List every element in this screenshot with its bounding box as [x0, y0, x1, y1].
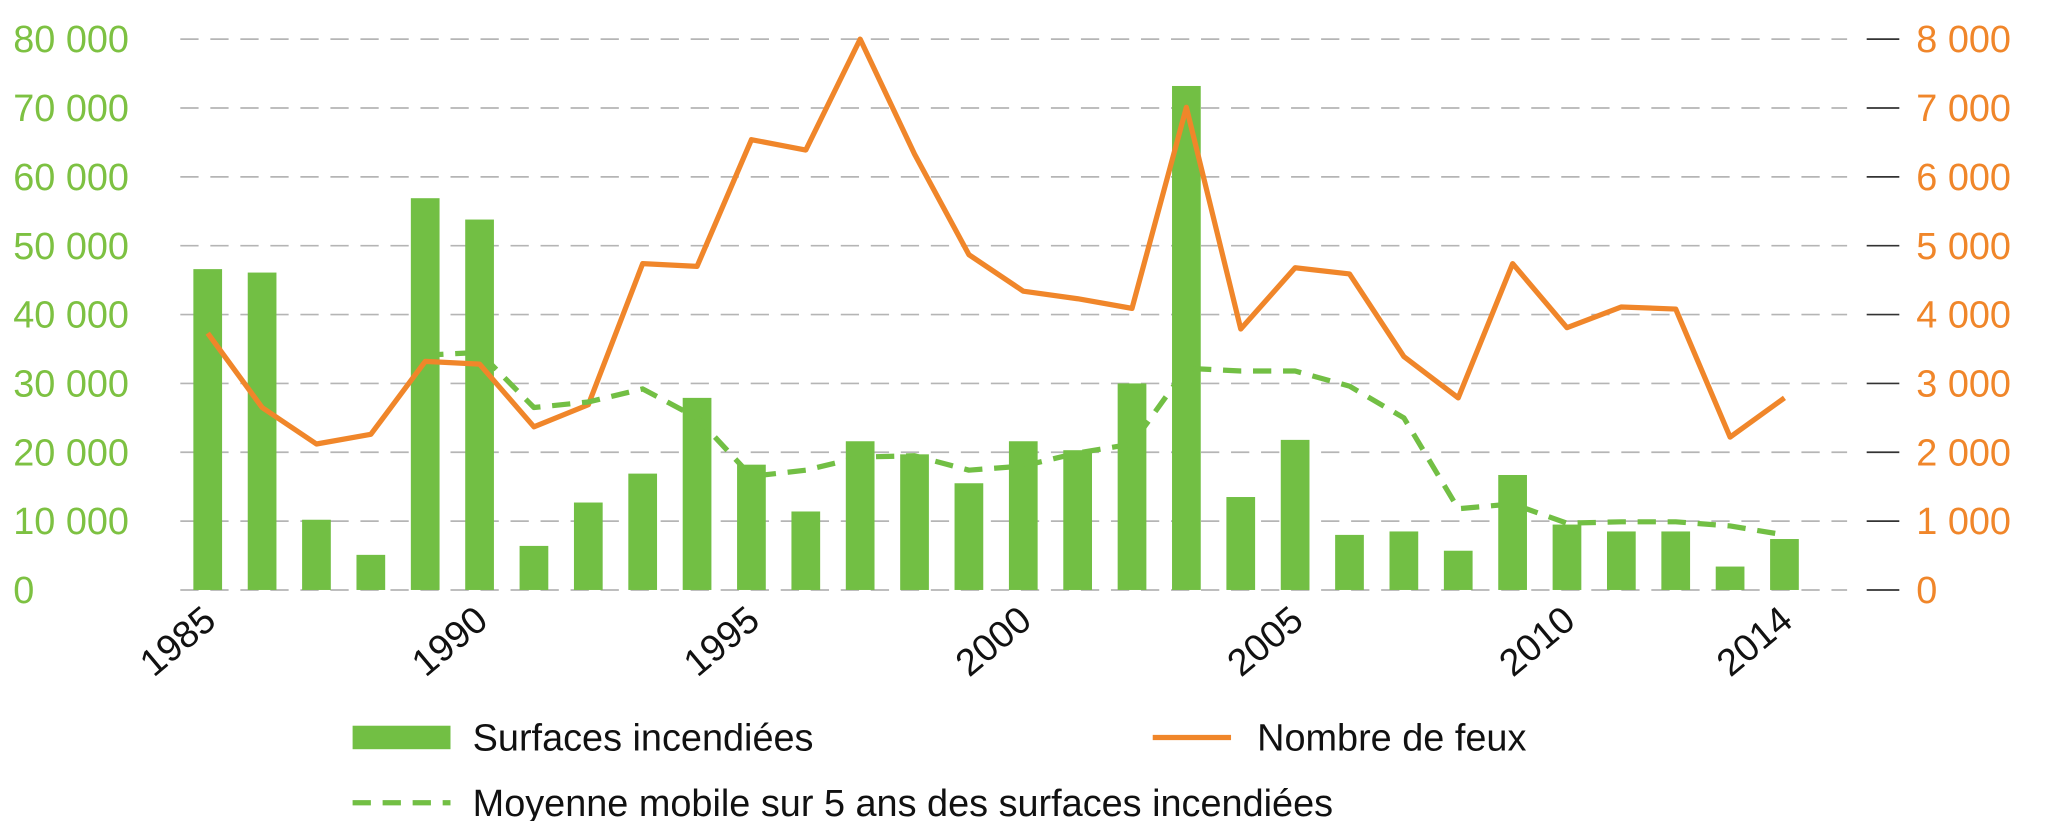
y-tick-label: 60 000: [13, 157, 129, 199]
y-tick-label: 10 000: [13, 501, 129, 543]
line: [205, 36, 1786, 447]
y2-tick-label: 3 000: [1916, 363, 2011, 405]
y-tick-label: 20 000: [13, 432, 129, 474]
x-tick-label: 2005: [1220, 599, 1312, 685]
y2-tick-label: 5 000: [1916, 226, 2011, 268]
bar: [1770, 539, 1799, 590]
bar: [682, 397, 712, 590]
bar: [1443, 550, 1473, 590]
bar: [1117, 383, 1147, 590]
y-tick-label: 30 000: [13, 363, 129, 405]
bar: [410, 198, 440, 590]
moving-average-line: [425, 349, 1785, 538]
bar: [628, 473, 658, 590]
bar: [1226, 497, 1256, 590]
bar: [302, 519, 331, 590]
bar: [193, 269, 223, 590]
bar: [1172, 85, 1201, 590]
bar: [465, 219, 494, 590]
y2-tick-label: 4 000: [1916, 295, 2011, 337]
x-tick-label: 2014: [1709, 599, 1801, 685]
y2-tick-label: 7 000: [1916, 88, 2011, 130]
y2-tick-label: 0: [1916, 570, 1937, 612]
bar: [1335, 534, 1364, 590]
y2-tick-label: 8 000: [1916, 19, 2011, 61]
legend-swatch: [352, 725, 451, 750]
bar: [1280, 439, 1310, 590]
bar: [573, 502, 603, 590]
bar: [1063, 450, 1093, 590]
x-tick-label: 2000: [948, 599, 1040, 685]
x-tick-label: 1985: [132, 599, 224, 685]
bar: [356, 554, 386, 590]
bar: [1389, 531, 1419, 590]
bar: [737, 464, 766, 590]
bar: [845, 441, 875, 590]
legend-label: Moyenne mobile sur 5 ans des surfaces in…: [473, 783, 1333, 821]
legend-label: Surfaces incendiées: [473, 718, 814, 760]
bar: [791, 511, 821, 590]
bar: [900, 454, 929, 590]
y2-tick-label: 6 000: [1916, 157, 2011, 199]
bar: [247, 272, 277, 590]
y-tick-label: 80 000: [13, 19, 129, 61]
bar: [1552, 524, 1582, 590]
bar: [1498, 474, 1527, 590]
x-tick-label: 1990: [404, 599, 496, 685]
legend-label: Nombre de feux: [1257, 718, 1526, 760]
x-tick-label: 2010: [1492, 599, 1584, 685]
bar: [519, 545, 549, 590]
y-tick-label: 0: [13, 570, 34, 612]
bar: [1661, 531, 1691, 590]
bar: [954, 483, 984, 590]
y-tick-label: 70 000: [13, 88, 129, 130]
bar: [1715, 566, 1745, 590]
y2-tick-label: 1 000: [1916, 501, 2011, 543]
y-tick-label: 50 000: [13, 226, 129, 268]
y-tick-label: 40 000: [13, 295, 129, 337]
bar: [1606, 531, 1636, 590]
x-tick-label: 1995: [676, 599, 768, 685]
y2-tick-label: 2 000: [1916, 432, 2011, 474]
